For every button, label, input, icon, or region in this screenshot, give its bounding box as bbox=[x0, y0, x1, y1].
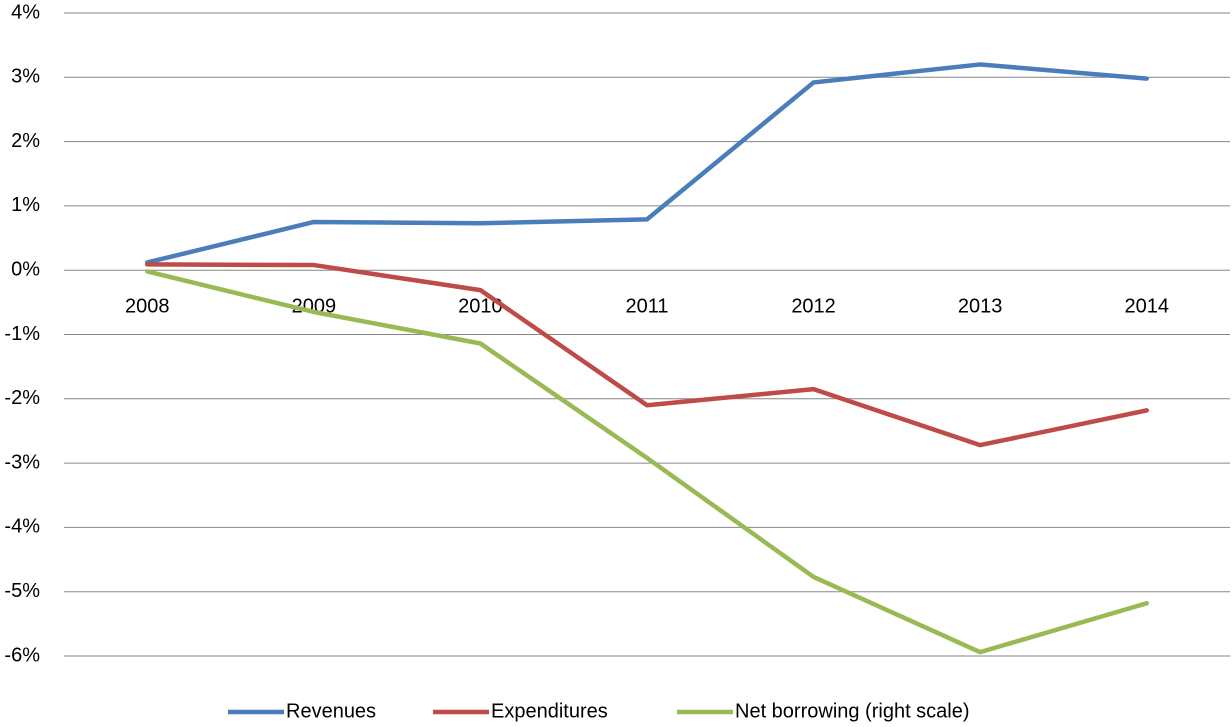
series-line bbox=[145, 62, 1149, 265]
y-tick-label: 0% bbox=[11, 258, 40, 280]
legend-label: Revenues bbox=[286, 700, 376, 722]
y-tick-label: -2% bbox=[4, 387, 40, 409]
y-tick-label: -5% bbox=[4, 580, 40, 602]
series-line bbox=[145, 269, 1149, 655]
x-tick-label: 2014 bbox=[1124, 295, 1169, 317]
y-tick-label: 3% bbox=[11, 66, 40, 88]
y-tick-label: -4% bbox=[4, 516, 40, 538]
x-tick-label: 2011 bbox=[625, 295, 668, 317]
y-tick-label: 4% bbox=[11, 1, 40, 23]
x-tick-label: 2013 bbox=[958, 295, 1003, 317]
x-tick-label: 2010 bbox=[458, 295, 503, 317]
legend-label: Net borrowing (right scale) bbox=[735, 700, 970, 722]
x-tick-label: 2008 bbox=[125, 295, 170, 317]
y-tick-label: 2% bbox=[11, 130, 40, 152]
series-line bbox=[145, 262, 1149, 448]
x-tick-label: 2012 bbox=[791, 295, 836, 317]
y-tick-label: -1% bbox=[4, 323, 40, 345]
y-tick-label: -3% bbox=[4, 451, 40, 473]
legend-label: Expenditures bbox=[491, 700, 608, 722]
y-tick-label: -6% bbox=[4, 644, 40, 666]
y-tick-label: 1% bbox=[11, 194, 40, 216]
